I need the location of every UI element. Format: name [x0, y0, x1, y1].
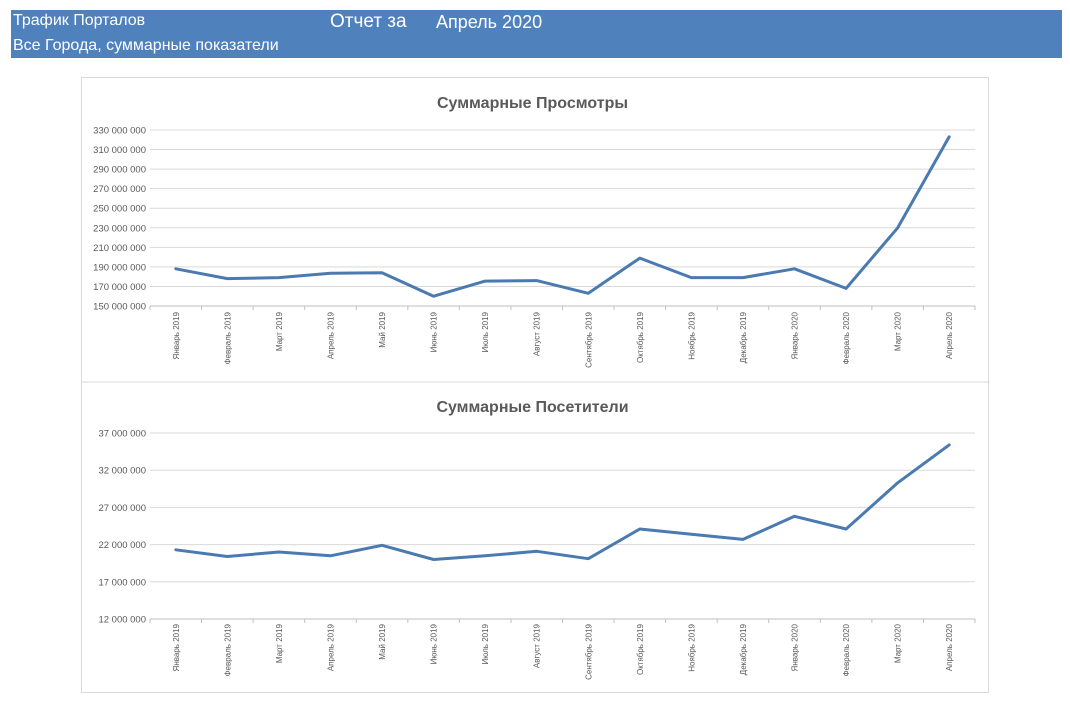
- views-y-tick-label: 190 000 000: [93, 262, 146, 273]
- report-header: Трафик Порталов Все Города, суммарные по…: [11, 10, 1062, 58]
- views-data-point: [845, 287, 848, 290]
- views-x-category-label: Сентябрь 2019: [584, 311, 593, 367]
- visitors-data-point: [381, 544, 384, 547]
- visitors-data-point: [793, 515, 796, 518]
- views-y-tick-label: 250 000 000: [93, 204, 146, 215]
- views-x-category-label: Декабрь 2019: [739, 311, 748, 363]
- visitors-data-point: [587, 557, 590, 560]
- views-x-category-label: Ноябрь 2019: [687, 311, 696, 359]
- visitors-x-category-label: Январь 2020: [791, 623, 800, 671]
- charts-canvas: Суммарные Просмотры 150 000 000 170 000 00…: [82, 95, 990, 680]
- visitors-data-point: [432, 558, 435, 561]
- visitors-data-point: [174, 548, 177, 551]
- visitors-data-point: [845, 527, 848, 530]
- visitors-y-tick-label: 27 000 000: [98, 503, 146, 514]
- views-y-tick-label: 310 000 000: [93, 145, 146, 156]
- visitors-x-category-label: Август 2019: [533, 623, 542, 668]
- views-data-point: [741, 276, 744, 279]
- visitors-y-tick-label: 37 000 000: [98, 429, 146, 440]
- visitors-data-point: [329, 554, 332, 557]
- views-y-tick-label: 210 000 000: [93, 243, 146, 254]
- views-data-point: [174, 267, 177, 270]
- views-y-tick-label: 170 000 000: [93, 282, 146, 293]
- views-data-point: [226, 277, 229, 280]
- views-chart-title: Суммарные Просмотры: [437, 95, 628, 112]
- visitors-data-point: [484, 554, 487, 557]
- report-for-label: Отчет за: [330, 11, 407, 32]
- views-data-point: [793, 267, 796, 270]
- views-y-tick-label: 270 000 000: [93, 184, 146, 195]
- visitors-data-point: [690, 533, 693, 536]
- visitors-x-category-label: Январь 2019: [172, 623, 181, 671]
- visitors-x-category-label: Май 2019: [378, 623, 387, 659]
- visitors-x-category-label: Февраль 2019: [223, 623, 232, 676]
- visitors-x-category-label: Февраль 2020: [842, 623, 851, 676]
- visitors-x-category-label: Март 2020: [894, 623, 903, 663]
- views-data-point: [587, 292, 590, 295]
- visitors-x-category-label: Сентябрь 2019: [584, 623, 593, 679]
- views-data-point: [690, 276, 693, 279]
- visitors-data-point: [535, 550, 538, 553]
- views-data-point: [948, 135, 951, 138]
- views-x-category-label: Март 2020: [894, 311, 903, 351]
- views-x-category-label: Март 2019: [275, 311, 284, 351]
- visitors-x-category-label: Октябрь 2019: [636, 623, 645, 675]
- visitors-y-tick-label: 22 000 000: [98, 540, 146, 551]
- views-data-point: [896, 226, 899, 229]
- views-data-point: [638, 257, 641, 260]
- portal-traffic-title: Трафик Порталов: [13, 12, 146, 29]
- visitors-chart-title: Суммарные Посетители: [436, 399, 628, 416]
- views-data-point: [277, 276, 280, 279]
- views-x-category-label: Октябрь 2019: [636, 311, 645, 363]
- views-x-category-label: Июнь 2019: [430, 311, 439, 352]
- views-data-point: [484, 280, 487, 283]
- visitors-x-category-label: Декабрь 2019: [739, 623, 748, 675]
- visitors-data-point: [896, 481, 899, 484]
- views-x-category-label: Апрель 2019: [326, 311, 335, 359]
- views-data-point: [329, 272, 332, 275]
- visitors-data-point: [638, 527, 641, 530]
- views-x-category-label: Апрель 2020: [945, 311, 954, 359]
- visitors-x-category-label: Апрель 2020: [945, 623, 954, 671]
- views-data-point: [535, 279, 538, 282]
- views-data-point: [432, 295, 435, 298]
- visitors-x-category-label: Июль 2019: [481, 623, 490, 664]
- views-y-tick-label: 290 000 000: [93, 165, 146, 176]
- views-x-category-label: Январь 2020: [791, 311, 800, 359]
- views-x-category-label: Июль 2019: [481, 311, 490, 352]
- visitors-x-category-label: Июнь 2019: [430, 623, 439, 664]
- visitors-series-line: [174, 443, 951, 561]
- views-x-category-label: Февраль 2020: [842, 311, 851, 364]
- charts-container: Суммарные Просмотры 150 000 000 170 000 00…: [81, 77, 990, 693]
- visitors-data-point: [226, 555, 229, 558]
- visitors-y-tick-label: 17 000 000: [98, 577, 146, 588]
- visitors-data-point: [741, 538, 744, 541]
- views-series-line: [174, 135, 951, 298]
- visitors-y-tick-label: 12 000 000: [98, 615, 146, 626]
- views-x-category-label: Август 2019: [533, 311, 542, 356]
- cities-subtitle: Все Города, суммарные показатели: [13, 37, 279, 54]
- visitors-data-point: [277, 551, 280, 554]
- views-x-category-label: Январь 2019: [172, 311, 181, 359]
- views-y-tick-label: 230 000 000: [93, 223, 146, 234]
- views-y-tick-label: 150 000 000: [93, 302, 146, 313]
- visitors-x-category-label: Апрель 2019: [326, 623, 335, 671]
- views-x-category-label: Май 2019: [378, 311, 387, 347]
- visitors-x-category-label: Ноябрь 2019: [687, 623, 696, 671]
- views-data-point: [381, 271, 384, 274]
- visitors-x-category-label: Март 2019: [275, 623, 284, 663]
- report-period-value: Апрель 2020: [436, 12, 543, 32]
- views-y-tick-label: 330 000 000: [93, 126, 146, 137]
- visitors-y-tick-label: 32 000 000: [98, 466, 146, 477]
- visitors-data-point: [948, 443, 951, 446]
- views-x-category-label: Февраль 2019: [223, 311, 232, 364]
